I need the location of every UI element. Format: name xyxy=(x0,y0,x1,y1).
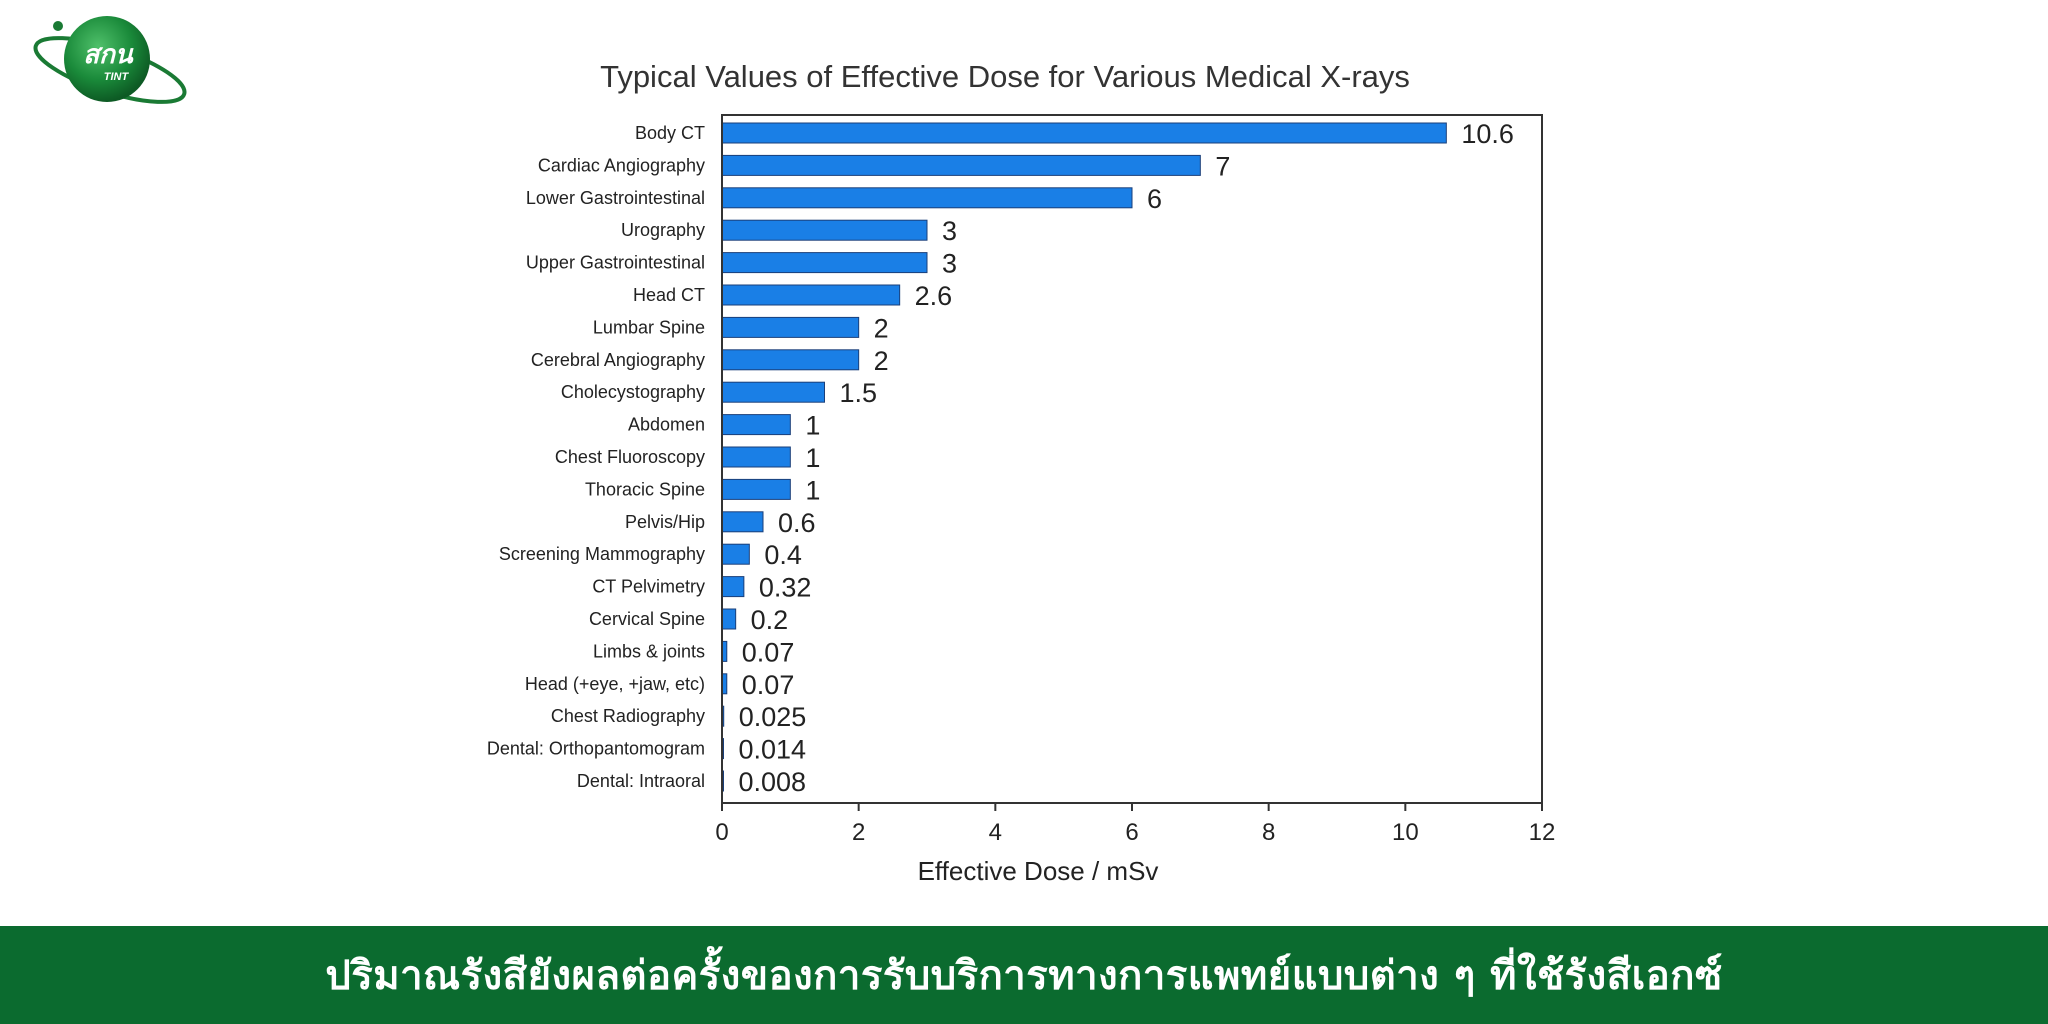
plot-frame xyxy=(721,114,1543,804)
value-label-lower-gastrointestinal: 6 xyxy=(1147,184,1162,214)
bar-cerebral-angiography xyxy=(721,349,860,371)
category-label-screening-mammography: Screening Mammography xyxy=(499,544,705,564)
category-label-cerebral-angiography: Cerebral Angiography xyxy=(531,350,705,370)
category-label-dental-orthopantomogram: Dental: Orthopantomogram xyxy=(487,739,705,759)
category-label-cholecystography: Cholecystography xyxy=(561,382,705,402)
category-label-pelvis-hip: Pelvis/Hip xyxy=(625,512,705,532)
category-label-head-ct: Head CT xyxy=(633,285,705,305)
value-label-limbs-joints: 0.07 xyxy=(742,637,795,667)
value-label-dental-orthopantomogram: 0.014 xyxy=(739,735,807,765)
value-label-lumbar-spine: 2 xyxy=(874,313,889,343)
value-label-cervical-spine: 0.2 xyxy=(751,605,789,635)
category-label-lumbar-spine: Lumbar Spine xyxy=(593,317,705,337)
category-label-cardiac-angiography: Cardiac Angiography xyxy=(538,155,705,175)
category-label-abdomen: Abdomen xyxy=(628,415,705,435)
bar-cervical-spine xyxy=(721,608,737,630)
category-label-urography: Urography xyxy=(621,220,705,240)
category-label-body-ct: Body CT xyxy=(635,123,705,143)
category-labels-group: Body CT Cardiac Angiography Lower Gastroin… xyxy=(487,123,705,791)
logo-emblem: สกน TINT xyxy=(33,16,187,104)
value-labels-group: 10.676332.6221.51110.60.40.320.20.070.07… xyxy=(739,119,1514,797)
category-label-upper-gastrointestinal: Upper Gastrointestinal xyxy=(526,253,705,273)
value-label-thoracic-spine: 1 xyxy=(805,475,820,505)
x-axis-ticks-group: 0 2 4 6 8 10 12 xyxy=(715,803,1555,846)
bar-chart: Typical Values of Effective Dose for Var… xyxy=(487,59,1555,886)
value-label-chest-fluoroscopy: 1 xyxy=(805,443,820,473)
bar-chest-fluoroscopy xyxy=(721,446,791,468)
chart-title: Typical Values of Effective Dose for Var… xyxy=(600,59,1410,94)
value-label-cardiac-angiography: 7 xyxy=(1215,151,1230,181)
x-tick-label-6: 6 xyxy=(1125,819,1138,846)
bar-urography xyxy=(721,219,928,241)
x-tick-label-2: 2 xyxy=(852,819,865,846)
value-label-urography: 3 xyxy=(942,216,957,246)
bar-body-ct xyxy=(721,122,1447,144)
category-label-dental-intraoral: Dental: Intraoral xyxy=(577,771,705,791)
tint-logo: สกน TINT xyxy=(30,12,190,112)
logo-text-sub: TINT xyxy=(104,71,130,83)
value-label-head-ct: 2.6 xyxy=(915,281,953,311)
x-tick-label-12: 12 xyxy=(1529,819,1556,846)
x-tick-label-8: 8 xyxy=(1262,819,1275,846)
bar-head-ct xyxy=(721,284,901,306)
category-label-lower-gastrointestinal: Lower Gastrointestinal xyxy=(526,188,705,208)
category-label-ct-pelvimetry: CT Pelvimetry xyxy=(592,577,705,597)
value-label-upper-gastrointestinal: 3 xyxy=(942,249,957,279)
value-label-ct-pelvimetry: 0.32 xyxy=(759,573,812,603)
value-label-chest-radiography: 0.025 xyxy=(739,702,807,732)
bars-group xyxy=(721,122,1447,792)
category-label-chest-fluoroscopy: Chest Fluoroscopy xyxy=(555,447,705,467)
x-tick-label-0: 0 xyxy=(715,819,728,846)
caption-banner: ปริมาณรังสียังผลต่อครั้งของการรับบริการท… xyxy=(0,926,2048,1024)
value-label-head-eye-jaw-etc: 0.07 xyxy=(742,670,795,700)
bar-ct-pelvimetry xyxy=(721,576,745,598)
category-label-chest-radiography: Chest Radiography xyxy=(551,706,705,726)
value-label-dental-intraoral: 0.008 xyxy=(739,767,807,797)
category-label-thoracic-spine: Thoracic Spine xyxy=(585,479,705,499)
category-label-head-eye-jaw-etc: Head (+eye, +jaw, etc) xyxy=(525,674,705,694)
x-axis-title: Effective Dose / mSv xyxy=(918,856,1159,886)
value-label-cerebral-angiography: 2 xyxy=(874,346,889,376)
value-label-pelvis-hip: 0.6 xyxy=(778,508,816,538)
value-label-abdomen: 1 xyxy=(805,411,820,441)
bar-cholecystography xyxy=(721,381,825,403)
bar-upper-gastrointestinal xyxy=(721,252,928,274)
bar-thoracic-spine xyxy=(721,478,791,500)
bar-lumbar-spine xyxy=(721,316,860,338)
value-label-cholecystography: 1.5 xyxy=(840,378,878,408)
bar-lower-gastrointestinal xyxy=(721,187,1133,209)
bar-abdomen xyxy=(721,414,791,436)
value-label-screening-mammography: 0.4 xyxy=(764,540,802,570)
category-label-cervical-spine: Cervical Spine xyxy=(589,609,705,629)
x-tick-label-10: 10 xyxy=(1392,819,1419,846)
bar-cardiac-angiography xyxy=(721,154,1201,176)
caption-text: ปริมาณรังสียังผลต่อครั้งของการรับบริการท… xyxy=(325,953,1723,999)
value-label-body-ct: 10.6 xyxy=(1461,119,1514,149)
bar-pelvis-hip xyxy=(721,511,764,533)
logo-text-main: สกน xyxy=(83,40,134,70)
category-label-limbs-joints: Limbs & joints xyxy=(593,641,705,661)
bar-screening-mammography xyxy=(721,543,750,565)
x-tick-label-4: 4 xyxy=(989,819,1002,846)
